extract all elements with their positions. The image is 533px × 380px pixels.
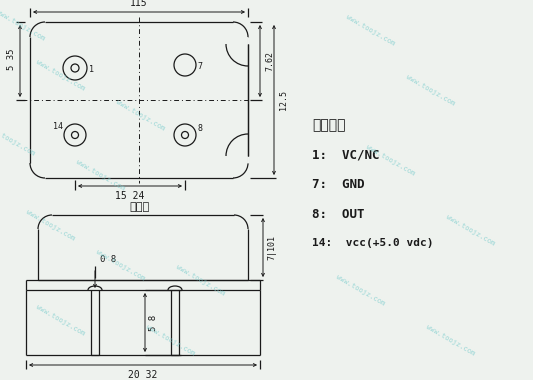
Text: www.toojz.com: www.toojz.com [425, 324, 475, 356]
Text: www.toojz.com: www.toojz.com [75, 158, 125, 192]
Text: 管脚功能: 管脚功能 [312, 118, 345, 132]
Text: 1:  VC/NC: 1: VC/NC [312, 148, 379, 161]
Text: www.toojz.com: www.toojz.com [0, 124, 35, 157]
Text: www.toojz.com: www.toojz.com [175, 264, 225, 296]
Text: www.toojz.com: www.toojz.com [405, 74, 455, 106]
Text: 底视图: 底视图 [129, 202, 149, 212]
Text: 5 8: 5 8 [149, 314, 158, 331]
Text: www.toojz.com: www.toojz.com [0, 9, 45, 41]
Text: 1: 1 [89, 65, 94, 74]
Text: 14: 14 [53, 122, 63, 131]
Text: www.toojz.com: www.toojz.com [344, 14, 395, 46]
Text: 7: 7 [197, 62, 202, 71]
Text: 115: 115 [130, 0, 148, 8]
Text: www.toojz.com: www.toojz.com [335, 274, 385, 306]
Text: 0 8: 0 8 [100, 255, 116, 264]
Text: 14:  vcc(+5.0 vdc): 14: vcc(+5.0 vdc) [312, 238, 433, 248]
Text: 8: 8 [198, 124, 203, 133]
Text: www.toojz.com: www.toojz.com [35, 59, 85, 92]
Text: 7.62: 7.62 [265, 51, 274, 71]
Text: 7|101: 7|101 [267, 235, 276, 260]
Text: www.toojz.com: www.toojz.com [445, 214, 496, 246]
Text: www.toojz.com: www.toojz.com [94, 249, 146, 282]
Text: www.toojz.com: www.toojz.com [35, 304, 85, 336]
Text: www.toojz.com: www.toojz.com [25, 209, 76, 241]
Text: www.toojz.com: www.toojz.com [365, 144, 415, 176]
Text: 15 24: 15 24 [115, 191, 144, 201]
Text: 20 32: 20 32 [128, 370, 158, 380]
Text: 8:  OUT: 8: OUT [312, 208, 365, 221]
Text: www.toojz.com: www.toojz.com [144, 324, 196, 356]
Text: 7:  GND: 7: GND [312, 178, 365, 191]
Text: 12.5: 12.5 [279, 90, 288, 110]
Text: www.toojz.com: www.toojz.com [115, 98, 165, 131]
Text: 5 35: 5 35 [7, 48, 17, 70]
